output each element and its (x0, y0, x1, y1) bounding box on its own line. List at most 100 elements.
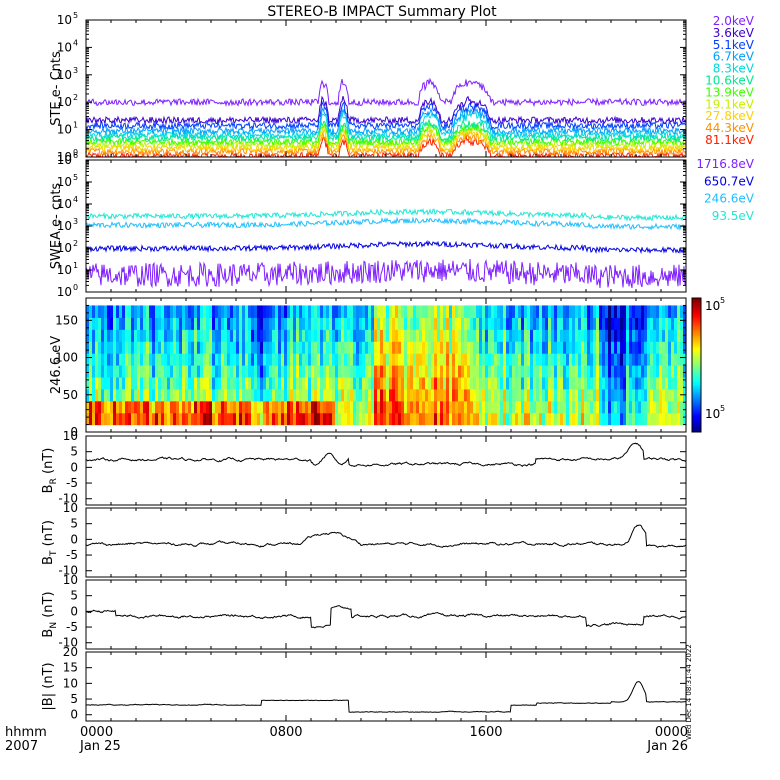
heatmap-cell (512, 365, 516, 378)
heatmap-cell (293, 329, 297, 342)
heatmap-cell (608, 400, 612, 414)
heatmap-cell (293, 353, 297, 366)
colorbar-swatch (692, 380, 701, 384)
heatmap-cell (164, 317, 168, 330)
heatmap-cell (257, 376, 261, 390)
heatmap-cell (449, 400, 453, 414)
heatmap-cell (275, 341, 279, 354)
heatmap-cell (653, 341, 657, 354)
heatmap-cell (110, 388, 114, 402)
heatmap-cell (401, 317, 405, 330)
heatmap-cell (416, 400, 420, 414)
heatmap-cell (149, 305, 153, 318)
heatmap-cell (389, 353, 393, 366)
heatmap-cell (308, 329, 312, 342)
y-tick-label: 10 (57, 285, 72, 299)
y-tick-label: -5 (66, 476, 78, 490)
heatmap-cell (104, 412, 108, 426)
heatmap-cell (539, 365, 543, 378)
heatmap-cell (422, 317, 426, 330)
heatmap-cell (158, 400, 162, 414)
heatmap-cell (122, 412, 126, 426)
heatmap-cell (584, 388, 588, 402)
heatmap-cell (95, 341, 99, 354)
heatmap-cell (311, 329, 315, 342)
heatmap-cell (536, 412, 540, 426)
heatmap-cell (407, 305, 411, 318)
heatmap-cell (311, 400, 315, 414)
heatmap-cell (551, 329, 555, 342)
heatmap-cell (206, 329, 210, 342)
heatmap-cell (179, 388, 183, 402)
heatmap-cell (392, 400, 396, 414)
heatmap-cell (137, 317, 141, 330)
heatmap-cell (455, 305, 459, 318)
heatmap-cell (587, 329, 591, 342)
heatmap-cell (464, 412, 468, 426)
heatmap-cell (158, 388, 162, 402)
heatmap-cell (587, 388, 591, 402)
heatmap-cell (521, 365, 525, 378)
heatmap-cell (569, 305, 573, 318)
heatmap-cell (101, 412, 105, 426)
heatmap-cell (683, 365, 687, 378)
heatmap-cell (470, 412, 474, 426)
heatmap-cell (275, 388, 279, 402)
y-tick-label: 10 (57, 175, 72, 189)
heatmap-cell (680, 305, 684, 318)
heatmap-cell (587, 412, 591, 426)
heatmap-cell (638, 412, 642, 426)
heatmap-cell (374, 365, 378, 378)
y-tick-exponent: 1 (73, 121, 78, 130)
heatmap-cell (473, 353, 477, 366)
heatmap-cell (458, 365, 462, 378)
heatmap-cell (638, 329, 642, 342)
heatmap-cell (608, 341, 612, 354)
heatmap-cell (494, 400, 498, 414)
heatmap-cell (683, 376, 687, 390)
heatmap-cell (221, 305, 225, 318)
heatmap-cell (554, 412, 558, 426)
heatmap-cell (638, 388, 642, 402)
heatmap-cell (581, 412, 585, 426)
heatmap-cell (335, 400, 339, 414)
heatmap-cell (632, 412, 636, 426)
heatmap-cell (104, 400, 108, 414)
heatmap-cell (353, 305, 357, 318)
heatmap-cell (239, 400, 243, 414)
heatmap-cell (551, 376, 555, 390)
y-tick-exponent: 2 (73, 239, 78, 248)
heatmap-cell (482, 341, 486, 354)
heatmap-cell (530, 353, 534, 366)
heatmap-cell (386, 329, 390, 342)
heatmap-cell (203, 376, 207, 390)
heatmap-cell (218, 376, 222, 390)
heatmap-cell (101, 341, 105, 354)
heatmap-cell (248, 365, 252, 378)
heatmap-cell (401, 365, 405, 378)
swea-series-group (86, 207, 686, 289)
heatmap-cell (524, 353, 528, 366)
heatmap-cell (245, 317, 249, 330)
heatmap-cell (662, 388, 666, 402)
heatmap-cell (278, 317, 282, 330)
heatmap-cell (647, 317, 651, 330)
heatmap-cell (266, 317, 270, 330)
heatmap-cell (137, 305, 141, 318)
heatmap-cell (551, 400, 555, 414)
heatmap-cell (248, 341, 252, 354)
heatmap-cell (467, 376, 471, 390)
heatmap-cell (290, 388, 294, 402)
heatmap-cell (533, 305, 537, 318)
series-line-10.6keV (86, 118, 686, 143)
heatmap-cell (665, 376, 669, 390)
heatmap-cell (311, 353, 315, 366)
heatmap-cell (380, 412, 384, 426)
heatmap-cell (143, 317, 147, 330)
heatmap-cell (119, 365, 123, 378)
heatmap-cell (593, 341, 597, 354)
heatmap-cell (620, 412, 624, 426)
heatmap-cell (251, 376, 255, 390)
heatmap-cell (539, 329, 543, 342)
heatmap-cell (386, 317, 390, 330)
